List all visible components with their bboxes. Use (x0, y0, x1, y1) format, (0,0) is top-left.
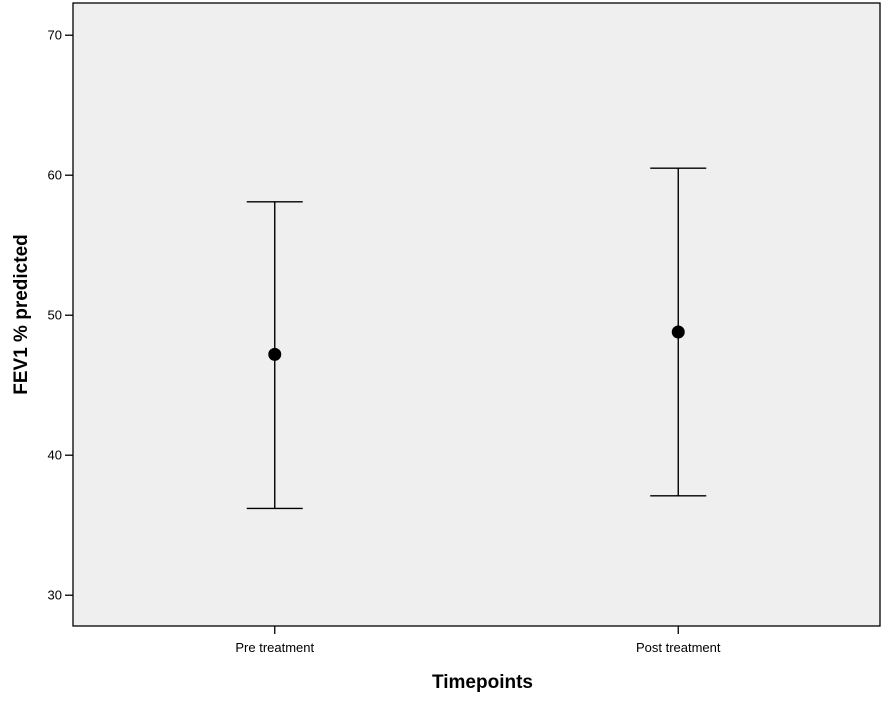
x-tick-label: Post treatment (636, 640, 721, 655)
y-tick-label: 30 (48, 588, 62, 603)
y-axis-ticks: 30 40 50 60 70 (48, 28, 73, 603)
y-tick-label: 60 (48, 168, 62, 183)
y-tick-label: 50 (48, 308, 62, 323)
y-tick-label: 40 (48, 448, 62, 463)
x-tick-label: Pre treatment (235, 640, 314, 655)
x-axis-title: Timepoints (432, 672, 533, 693)
plot-area (72, 2, 881, 627)
y-tick-label: 70 (48, 28, 62, 43)
x-axis-ticks: Pre treatment Post treatment (235, 626, 721, 655)
y-axis-title: FEV1 % predicted (11, 234, 32, 395)
mean-marker (671, 325, 685, 339)
mean-markers (268, 325, 685, 361)
mean-marker (268, 347, 282, 361)
